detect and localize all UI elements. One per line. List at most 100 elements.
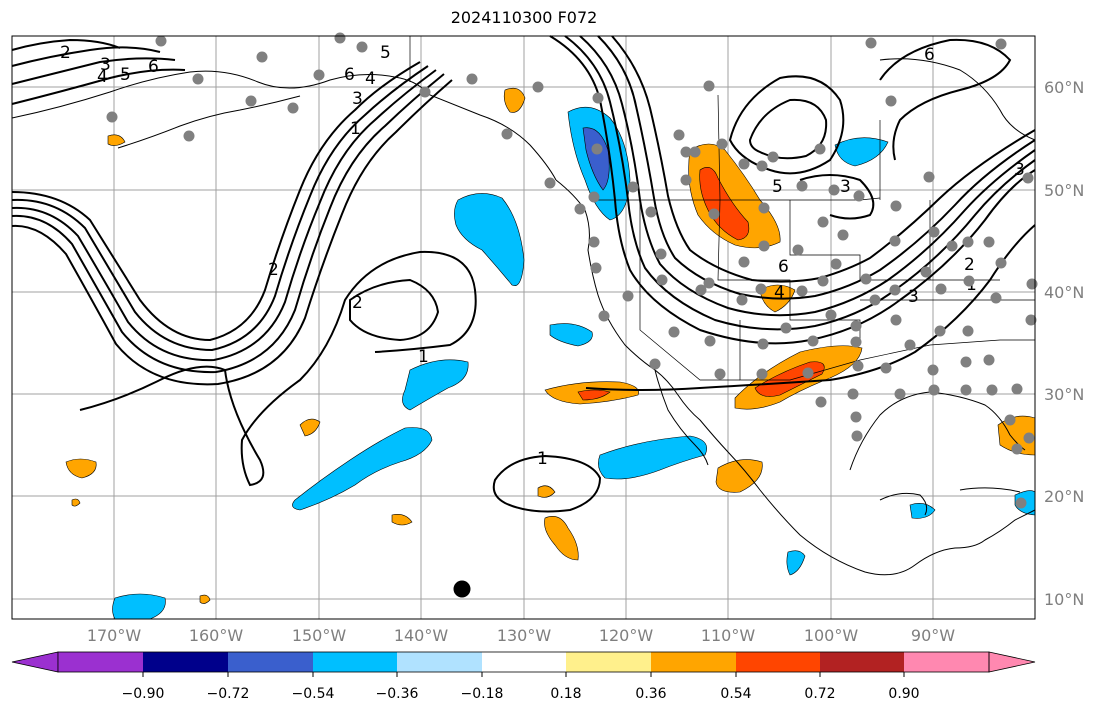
lon-label: 100°W	[804, 626, 859, 645]
state-borders	[409, 36, 1035, 381]
colorbar-segment	[143, 652, 228, 672]
contour-label: 5	[772, 177, 783, 197]
colorbar-tick-label: 0.72	[804, 686, 835, 702]
blue-area-1	[549, 323, 593, 347]
colorbar-tick-label: −0.54	[292, 686, 335, 702]
lat-label: 10°N	[1044, 590, 1084, 609]
lon-label: 90°W	[911, 626, 955, 645]
colorbar-segment	[482, 652, 566, 672]
contour-label: 1	[537, 449, 548, 469]
map-frame	[11, 35, 1036, 620]
lon-label: 150°W	[292, 626, 347, 645]
colorbar-tick-label: 0.90	[888, 686, 919, 702]
contour-low-center	[349, 278, 440, 342]
contour-label: 3	[840, 177, 851, 197]
colorbar-high-extend	[988, 651, 1036, 673]
contour-16	[879, 38, 1012, 161]
colorbar-frame	[57, 651, 990, 673]
contour-label: 2	[268, 260, 279, 280]
contour-9	[564, 35, 1036, 331]
lat-label: 60°N	[1044, 78, 1084, 97]
contour-label: 2	[964, 255, 975, 275]
lat-label: 20°N	[1044, 487, 1084, 506]
darkblue-area-bc	[582, 127, 610, 191]
blue-area-nepac	[454, 193, 525, 286]
contour-label: 3	[352, 89, 363, 109]
contour-8	[549, 35, 1036, 345]
lon-label: 120°W	[599, 626, 654, 645]
contour-label: 4	[365, 69, 376, 89]
orange-area-2	[537, 485, 556, 498]
contour-label: 6	[148, 57, 159, 77]
coast-cuba	[959, 487, 1021, 493]
lat-label: 30°N	[1044, 385, 1084, 404]
contour-label: 2	[352, 293, 363, 313]
contour-21	[11, 68, 186, 105]
contour-3	[11, 69, 437, 362]
orange-area-mexico	[715, 459, 763, 493]
blue-area-6	[834, 137, 889, 167]
contour-label: 1	[350, 119, 361, 139]
blue-area-3	[292, 427, 433, 511]
contour-10	[579, 35, 1036, 317]
contour-6	[79, 250, 477, 487]
contour-12	[611, 35, 1036, 283]
colorbar-segment	[313, 652, 397, 672]
contours	[11, 35, 1036, 513]
colorbar-segment	[820, 652, 904, 672]
colorbar-tick-label: −0.36	[376, 686, 419, 702]
lon-label: 130°W	[497, 626, 552, 645]
red-area-montana	[699, 167, 750, 241]
contour-label: 5	[120, 65, 131, 85]
blue-area-2	[402, 359, 469, 411]
coast-westcoast	[555, 179, 1036, 576]
colorbar-tick-label: 0.36	[635, 686, 666, 702]
contour-15	[748, 98, 828, 160]
lon-label: 160°W	[189, 626, 244, 645]
orange-area-3	[299, 418, 321, 437]
contour-label: 3	[1014, 160, 1025, 180]
coast-yucatan	[879, 492, 928, 516]
colorbar-segment	[904, 652, 989, 672]
contour-label: 6	[778, 257, 789, 277]
colorbar-segment	[566, 652, 651, 672]
contour-label: 4	[774, 283, 785, 303]
map-title: 2024110300 F072	[450, 8, 598, 27]
contour-19	[11, 46, 161, 67]
contour-5	[11, 79, 453, 386]
coast-aleutians	[117, 95, 301, 149]
contour-label: 3	[100, 55, 111, 75]
lat-label: 40°N	[1044, 283, 1084, 302]
blue-area-5	[112, 593, 166, 620]
station-dots	[106, 32, 1038, 509]
colorbar-segment	[736, 652, 820, 672]
contour-14	[728, 75, 845, 175]
colorbar-tick-label: −0.90	[122, 686, 165, 702]
filled-anomalies	[65, 87, 1036, 620]
colorbar-tick-label: 0.54	[720, 686, 751, 702]
contour-2	[11, 65, 429, 352]
blue-area-8	[909, 503, 936, 519]
lat-label: 50°N	[1044, 181, 1084, 200]
contour-11	[597, 35, 1036, 300]
coastlines	[11, 58, 1036, 576]
colorbar-tick-label: −0.72	[207, 686, 250, 702]
coast-gulf	[849, 391, 1026, 471]
lon-label: 140°W	[394, 626, 449, 645]
contour-label: 2	[60, 43, 71, 63]
colorbar: −0.90 −0.72 −0.54 −0.36 −0.18 0.18 0.36 0.54 0.7…	[11, 651, 1036, 702]
lat-axis: 60°N 50°N 40°N 30°N 20°N 10°N	[1044, 78, 1084, 609]
contour-label: 6	[344, 65, 355, 85]
contour-label: 5	[380, 43, 391, 63]
orange-area-6	[503, 87, 526, 113]
contour-label: 6	[924, 45, 935, 65]
colorbar-segment	[651, 652, 736, 672]
contour-1	[11, 61, 421, 342]
coast-alaska	[11, 70, 557, 181]
contour-label: 3	[908, 287, 919, 307]
contour-7	[492, 454, 602, 513]
orange-area-9	[71, 498, 81, 507]
red-area-baja	[577, 389, 611, 401]
graticule	[12, 36, 1035, 619]
